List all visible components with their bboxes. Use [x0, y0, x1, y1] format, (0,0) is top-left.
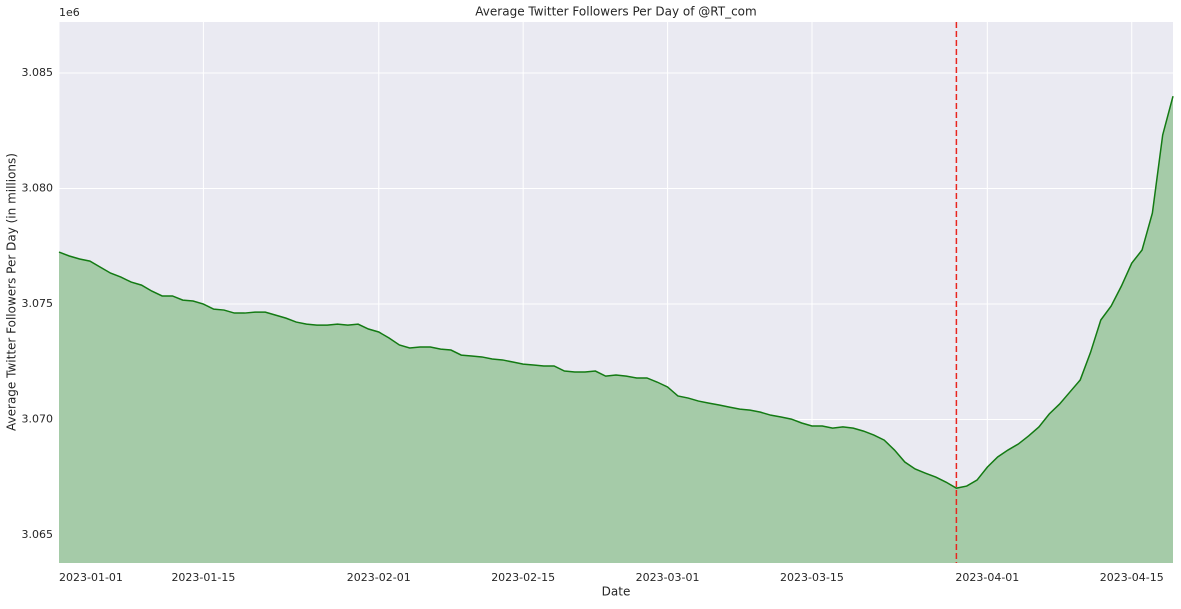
y-tick-label: 3.075 — [22, 297, 54, 310]
x-tick-label: 2023-02-15 — [491, 571, 555, 584]
x-tick-label: 2023-01-01 — [59, 571, 123, 584]
y-axis-label: Average Twitter Followers Per Day (in mi… — [5, 153, 19, 431]
y-tick-label: 3.085 — [22, 66, 54, 79]
x-tick-label: 2023-04-01 — [955, 571, 1019, 584]
x-tick-label: 2023-02-01 — [347, 571, 411, 584]
y-tick-label: 3.080 — [22, 182, 54, 195]
x-tick-label: 2023-01-15 — [171, 571, 235, 584]
area — [59, 96, 1173, 564]
y-offset-label: 1e6 — [59, 6, 80, 19]
y-tick-label: 3.065 — [22, 528, 54, 541]
x-axis-label: Date — [602, 585, 631, 599]
line — [58, 95, 1174, 489]
x-tick-label: 2023-03-15 — [780, 571, 844, 584]
x-tick-label: 2023-03-01 — [636, 571, 700, 584]
chart-title: Average Twitter Followers Per Day of @RT… — [475, 5, 756, 19]
x-tick-label: 2023-04-15 — [1100, 571, 1164, 584]
y-tick-label: 3.070 — [22, 413, 54, 426]
